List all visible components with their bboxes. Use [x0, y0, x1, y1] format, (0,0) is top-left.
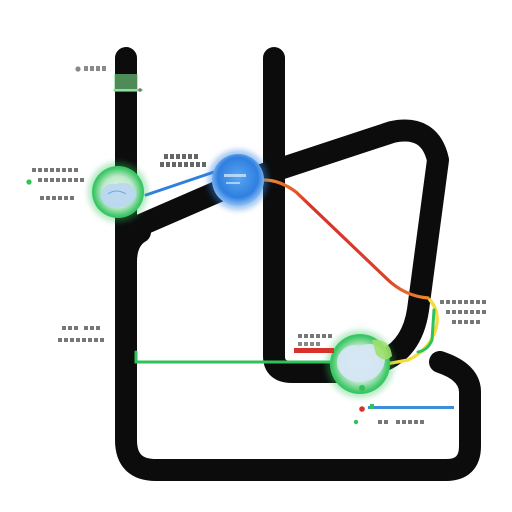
label-blue-node: [160, 154, 206, 167]
map-blob-icon: [337, 344, 385, 382]
track-inner-loop-top: [115, 221, 151, 273]
track-network: [115, 47, 481, 481]
station-platform: [114, 74, 138, 92]
label-bottom-blue: [368, 404, 454, 424]
route-yellow: [384, 298, 439, 366]
route-blue: [144, 170, 216, 197]
node-top-blue[interactable]: [208, 150, 268, 210]
route-green-right: [416, 308, 436, 354]
track-left-loop: [115, 47, 481, 481]
node-bottom-green[interactable]: [326, 330, 394, 398]
label-bottom-red: [294, 334, 334, 353]
label-left-mid: [58, 326, 104, 342]
label-left-node: [32, 168, 84, 200]
station-dot: [138, 88, 142, 92]
label-right: [440, 300, 486, 324]
label-top-left: [84, 66, 106, 71]
route-green-left: [134, 350, 342, 364]
route-red: [262, 178, 430, 300]
track-inner-vertical: [263, 47, 367, 383]
station-dot: [359, 406, 365, 412]
station-dot: [353, 419, 359, 425]
station-dot: [26, 179, 32, 185]
route-lines: [113, 89, 439, 366]
track-upper-diagonal: [123, 119, 449, 373]
map-blob-icon: [100, 182, 137, 208]
station-markers: [26, 66, 365, 425]
station-dot: [75, 66, 81, 72]
node-left-green[interactable]: [88, 162, 148, 222]
